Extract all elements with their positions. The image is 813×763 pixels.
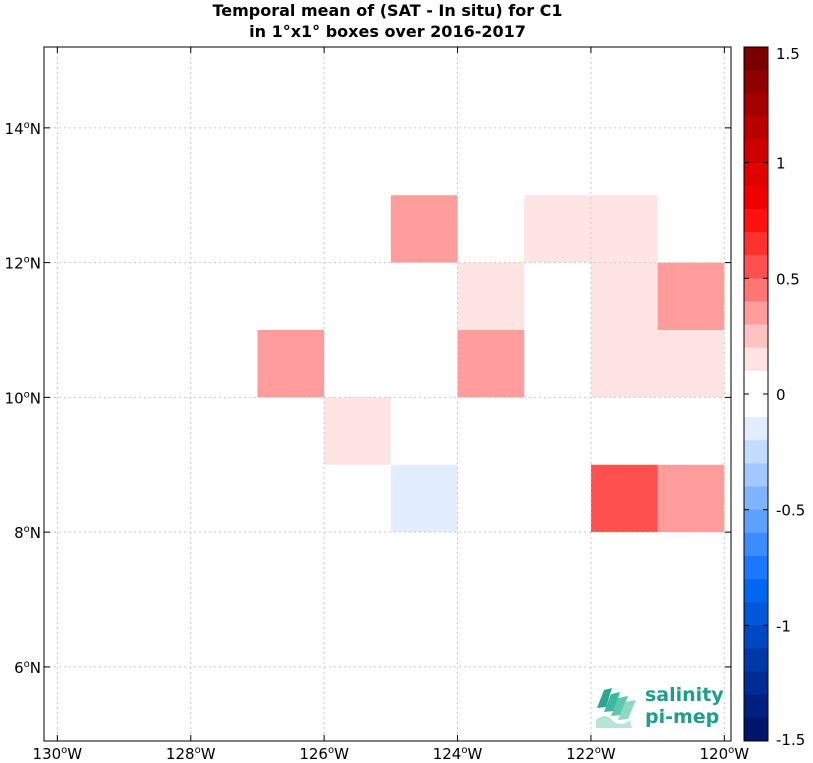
heatmap-cell <box>390 195 458 263</box>
colorbar-segment <box>744 532 768 557</box>
colorbar-segment <box>744 347 768 372</box>
colorbar-segment <box>744 301 768 326</box>
plot-frame <box>43 46 732 742</box>
chart-title-line-2: in 1°x1° boxes over 2016-2017 <box>249 22 526 41</box>
x-tick-label: 128oW <box>166 745 216 763</box>
logo-icon <box>596 688 636 728</box>
colorbar-segment <box>744 579 768 603</box>
colorbar-segment <box>744 509 768 534</box>
colorbar-segment <box>744 625 768 649</box>
colorbar-tick-label: -1.5 <box>776 731 805 749</box>
colorbar-segment <box>744 139 768 164</box>
heatmap-cell <box>590 329 658 398</box>
heatmap-cell <box>324 397 391 465</box>
colorbar-tick-label: 0 <box>776 386 786 404</box>
y-tick-label: 6oN <box>14 659 41 677</box>
x-tick-label: 124oW <box>433 745 483 763</box>
salinity-pimep-logo: salinity pi-mep <box>596 684 724 728</box>
colorbar-segment <box>744 486 768 511</box>
x-tick-label: 126oW <box>299 745 349 763</box>
colorbar-segment <box>744 694 768 719</box>
heatmap-cell <box>657 262 725 330</box>
colorbar: 1.5 1 0.5 0 -0.5 -1 -1.5 <box>743 45 805 749</box>
colorbar-tick-label: -1 <box>776 617 791 635</box>
heatmap-cell <box>524 195 591 263</box>
y-tick-label: 14oN <box>5 120 41 138</box>
x-tick-label: 130oW <box>33 745 83 763</box>
heatmap-cell <box>590 195 658 263</box>
heatmap-cell <box>590 262 658 330</box>
x-tick-label: 122oW <box>566 745 616 763</box>
colorbar-segment <box>744 116 768 141</box>
y-tick-label: 10oN <box>5 389 41 407</box>
heatmap-cell <box>457 262 525 330</box>
colorbar-segment <box>744 185 768 210</box>
heatmap-cell <box>657 329 725 398</box>
colorbar-segment <box>744 93 768 117</box>
heatmap-cell <box>590 464 658 533</box>
colorbar-tick-label: 1.5 <box>776 45 800 63</box>
colorbar-segment <box>744 232 768 256</box>
colorbar-tick-label: 1 <box>776 155 786 173</box>
colorbar-tick-label: -0.5 <box>776 502 805 520</box>
colorbar-segment <box>744 324 768 349</box>
colorbar-segment <box>744 208 768 233</box>
logo-text-line-1: salinity <box>645 684 724 706</box>
colorbar-segment <box>744 394 768 418</box>
y-tick-label: 8oN <box>14 524 41 542</box>
heatmap-cell <box>390 464 458 533</box>
heatmap-cell <box>257 329 325 398</box>
colorbar-segment <box>744 417 768 441</box>
colorbar-segment <box>744 671 768 696</box>
colorbar-segment <box>744 463 768 488</box>
colorbar-segment <box>744 648 768 673</box>
colorbar-segment <box>744 602 768 626</box>
heatmap-cell <box>457 329 525 398</box>
colorbar-segment <box>744 255 768 279</box>
colorbar-segment <box>744 47 768 71</box>
logo-text-line-2: pi-mep <box>645 706 719 728</box>
x-tick-label: 120oW <box>700 745 750 763</box>
heatmap-cells <box>257 195 725 533</box>
colorbar-segment <box>744 162 768 187</box>
colorbar-tick-label: 0.5 <box>776 270 800 288</box>
y-tick-label: 12oN <box>5 255 41 273</box>
colorbar-segment <box>744 370 768 395</box>
chart-title-line-1: Temporal mean of (SAT - In situ) for C1 <box>212 1 563 20</box>
gridlines <box>44 47 731 741</box>
colorbar-segment <box>744 440 768 464</box>
colorbar-segment <box>744 555 768 580</box>
axes: 130oW 128oW 126oW 124oW 122oW 120oW 6oN 8oN 10oN… <box>5 46 750 763</box>
colorbar-segment <box>744 70 768 94</box>
colorbar-segment <box>744 717 768 742</box>
heatmap-cell <box>657 464 725 533</box>
colorbar-segment <box>744 278 768 302</box>
